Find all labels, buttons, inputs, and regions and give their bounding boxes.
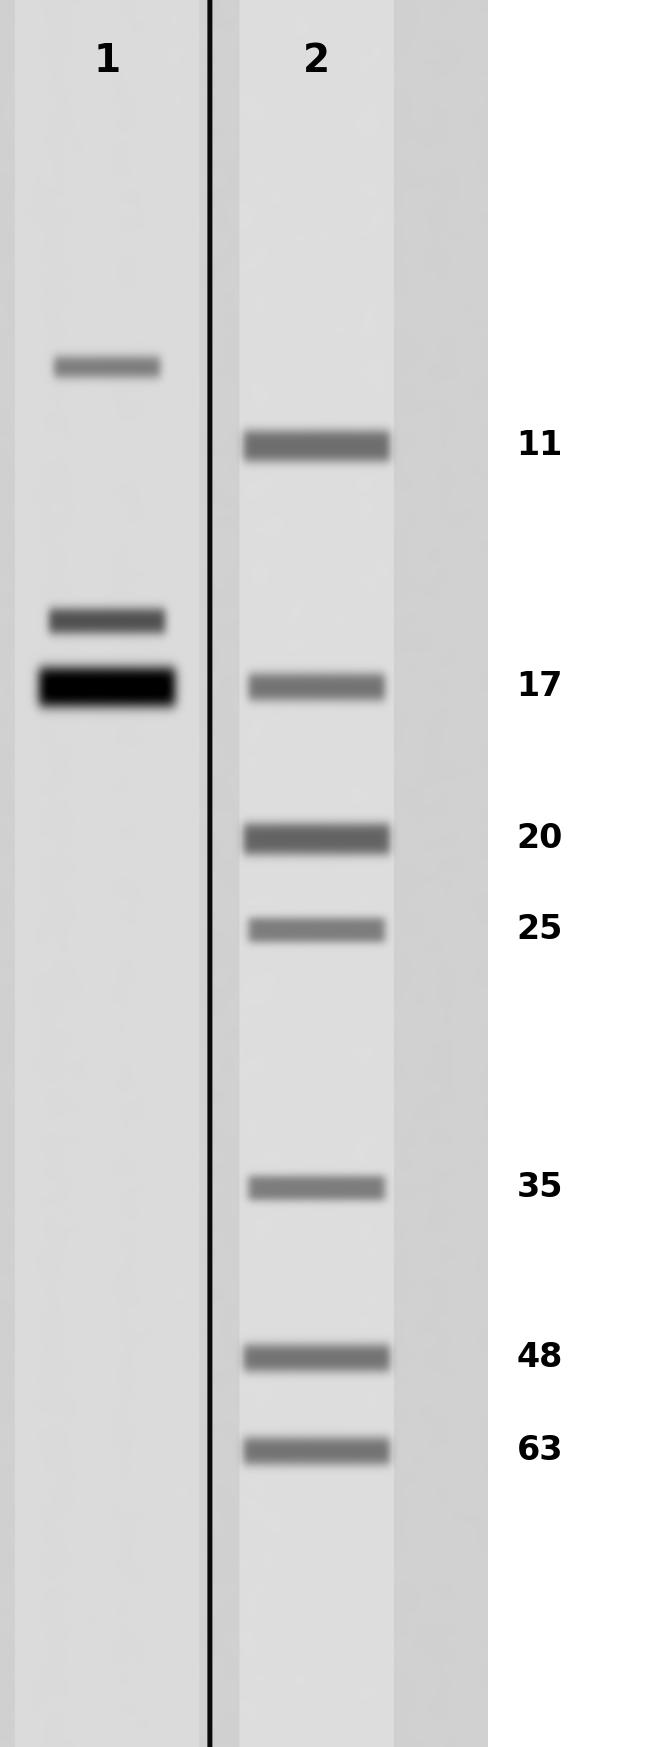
Text: 1: 1 <box>94 42 121 80</box>
Text: 2: 2 <box>304 42 330 80</box>
Text: 17: 17 <box>517 671 563 702</box>
Text: 63: 63 <box>517 1434 564 1466</box>
Text: 20: 20 <box>517 823 563 854</box>
Text: 25: 25 <box>517 914 563 945</box>
Text: 11: 11 <box>517 430 563 461</box>
Text: 35: 35 <box>517 1172 564 1204</box>
Text: 48: 48 <box>517 1342 563 1373</box>
